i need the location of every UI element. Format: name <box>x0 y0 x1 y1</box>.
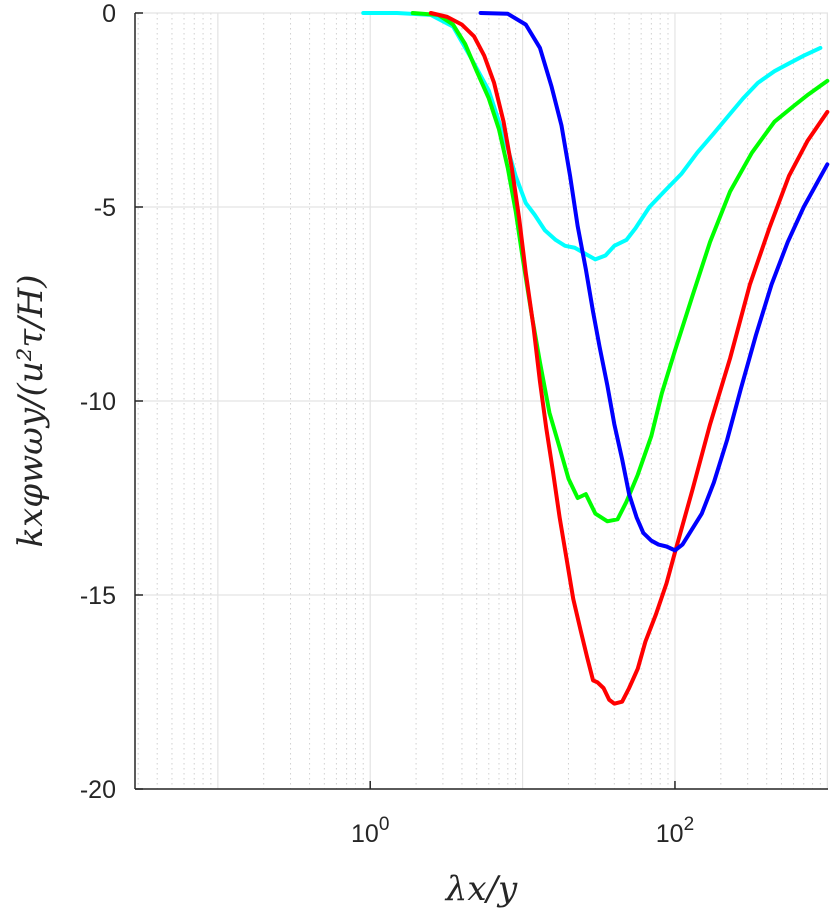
x-tick-label: 100 <box>351 814 389 848</box>
y-tick-label: -5 <box>94 194 116 222</box>
series-line-4 <box>478 11 830 553</box>
series-line-2 <box>410 11 830 524</box>
major-grid <box>135 12 828 790</box>
y-tick-label: -20 <box>80 776 116 804</box>
y-tick-label: 0 <box>102 0 116 28</box>
series-line-1 <box>361 11 823 262</box>
plot-lines <box>361 11 830 706</box>
x-tick-label: 102 <box>656 814 694 848</box>
y-tick-label: -10 <box>80 388 116 416</box>
y-tick-label: -15 <box>80 582 116 610</box>
axes <box>134 12 828 790</box>
x-axis-label: λx/y <box>444 869 518 909</box>
series-line-3 <box>428 11 830 706</box>
x-tick-labels: 100 102 <box>351 814 694 848</box>
y-tick-labels: 0 -5 -10 -15 -20 <box>80 0 116 804</box>
y-axis-label: kxφwωy/(u²τ/H) <box>11 274 51 547</box>
